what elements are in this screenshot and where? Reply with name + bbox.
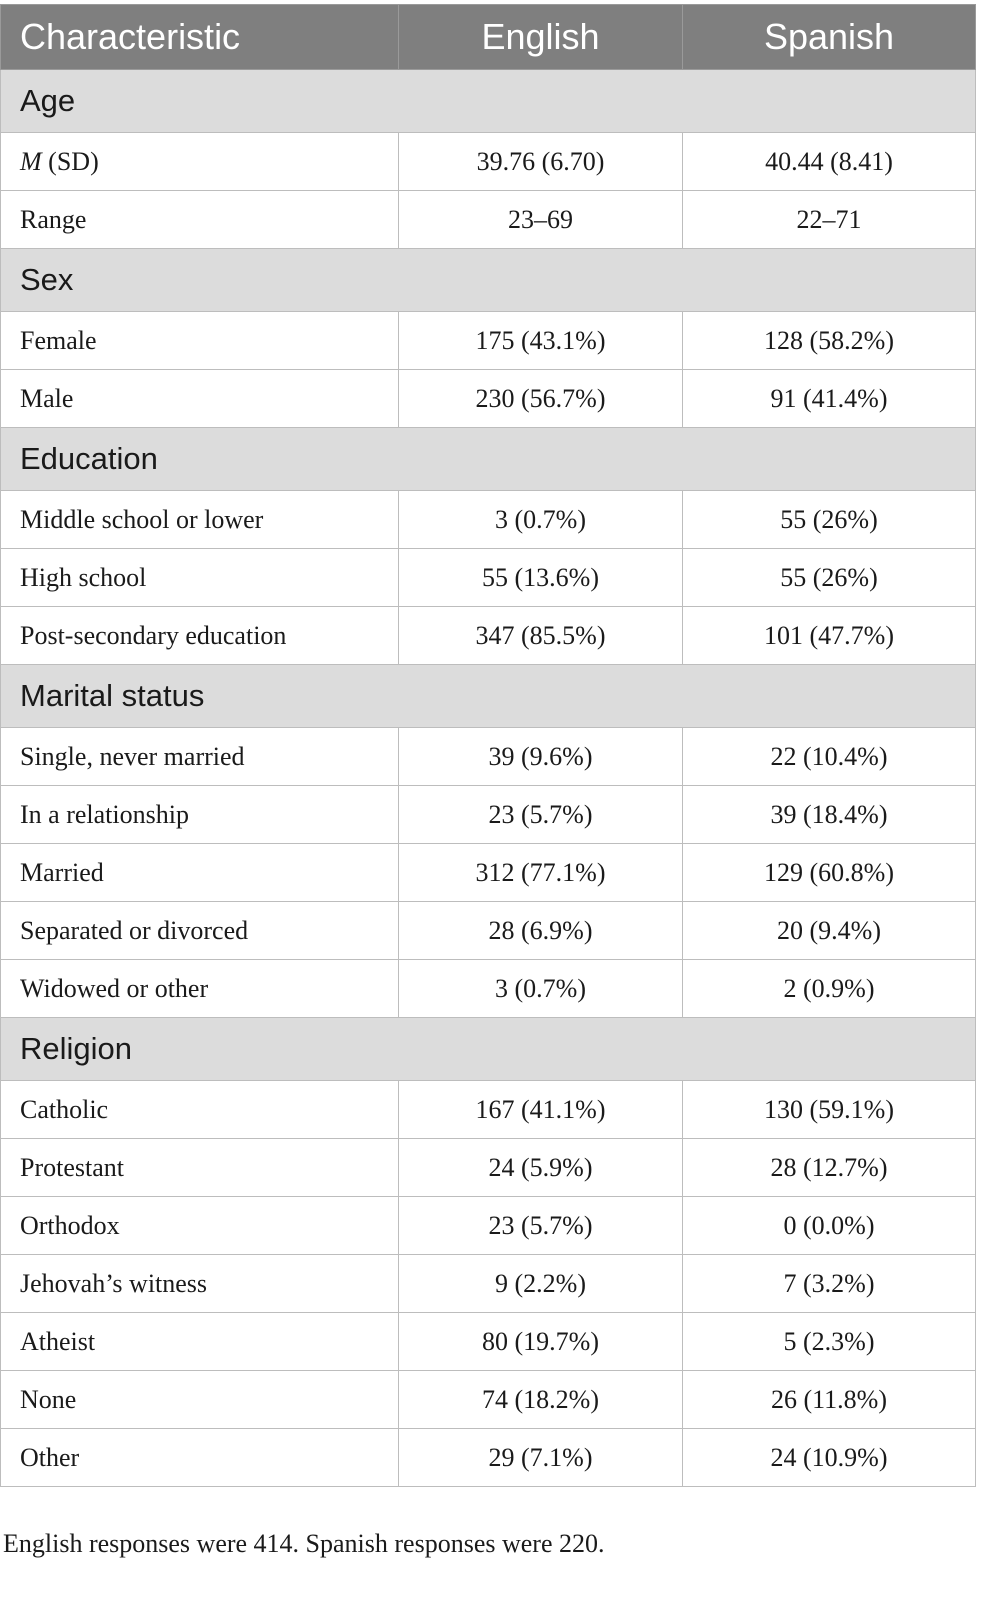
demographics-table: Characteristic English Spanish Age M (SD)… (0, 4, 976, 1487)
table-row: Male 230 (56.7%) 91 (41.4%) (0, 369, 976, 428)
spanish-value: 28 (12.7%) (682, 1138, 976, 1197)
header-english: English (398, 4, 683, 70)
row-label: None (0, 1370, 399, 1429)
table-row: Atheist 80 (19.7%) 5 (2.3%) (0, 1312, 976, 1371)
english-value: 23 (5.7%) (398, 785, 683, 844)
spanish-value: 128 (58.2%) (682, 311, 976, 370)
table-row: High school 55 (13.6%) 55 (26%) (0, 548, 976, 607)
section-row: Religion (0, 1017, 976, 1081)
table-row: Other 29 (7.1%) 24 (10.9%) (0, 1428, 976, 1487)
spanish-value: 39 (18.4%) (682, 785, 976, 844)
row-label: Middle school or lower (0, 490, 399, 549)
row-label: Protestant (0, 1138, 399, 1197)
row-label: Separated or divorced (0, 901, 399, 960)
spanish-value: 5 (2.3%) (682, 1312, 976, 1371)
row-label: In a relationship (0, 785, 399, 844)
english-value: 74 (18.2%) (398, 1370, 683, 1429)
table-row: Widowed or other 3 (0.7%) 2 (0.9%) (0, 959, 976, 1018)
spanish-value: 101 (47.7%) (682, 606, 976, 665)
row-label: Widowed or other (0, 959, 399, 1018)
english-value: 24 (5.9%) (398, 1138, 683, 1197)
spanish-value: 91 (41.4%) (682, 369, 976, 428)
english-value: 55 (13.6%) (398, 548, 683, 607)
row-label: Male (0, 369, 399, 428)
row-label: Female (0, 311, 399, 370)
english-value: 39 (9.6%) (398, 727, 683, 786)
table-row: Middle school or lower 3 (0.7%) 55 (26%) (0, 490, 976, 549)
header-spanish: Spanish (682, 4, 976, 70)
row-label: Range (0, 190, 399, 249)
spanish-value: 26 (11.8%) (682, 1370, 976, 1429)
english-value: 312 (77.1%) (398, 843, 683, 902)
english-value: 28 (6.9%) (398, 901, 683, 960)
row-label: High school (0, 548, 399, 607)
row-label: Single, never married (0, 727, 399, 786)
section-row: Marital status (0, 664, 976, 728)
spanish-value: 24 (10.9%) (682, 1428, 976, 1487)
row-label-text: (SD) (41, 146, 99, 176)
table-row: Orthodox 23 (5.7%) 0 (0.0%) (0, 1196, 976, 1255)
section-row: Age (0, 69, 976, 133)
table-footnote: English responses were 414. Spanish resp… (3, 1529, 605, 1558)
spanish-value: 55 (26%) (682, 548, 976, 607)
row-label: Other (0, 1428, 399, 1487)
table-row: Separated or divorced 28 (6.9%) 20 (9.4%) (0, 901, 976, 960)
table-row: Jehovah’s witness 9 (2.2%) 7 (3.2%) (0, 1254, 976, 1313)
table-row: M (SD) 39.76 (6.70) 40.44 (8.41) (0, 132, 976, 191)
header-characteristic: Characteristic (0, 4, 399, 70)
section-row: Education (0, 427, 976, 491)
english-value: 3 (0.7%) (398, 959, 683, 1018)
table-row: Range 23–69 22–71 (0, 190, 976, 249)
row-label: Post-secondary education (0, 606, 399, 665)
table-body: Age M (SD) 39.76 (6.70) 40.44 (8.41) Range 23… (0, 69, 976, 1487)
english-value: 39.76 (6.70) (398, 132, 683, 191)
english-value: 167 (41.1%) (398, 1080, 683, 1139)
english-value: 29 (7.1%) (398, 1428, 683, 1487)
section-row: Sex (0, 248, 976, 312)
english-value: 3 (0.7%) (398, 490, 683, 549)
table-row: Post-secondary education 347 (85.5%) 101 (… (0, 606, 976, 665)
section-title: Sex (0, 248, 976, 312)
table-row: Protestant 24 (5.9%) 28 (12.7%) (0, 1138, 976, 1197)
spanish-value: 7 (3.2%) (682, 1254, 976, 1313)
row-label: Orthodox (0, 1196, 399, 1255)
spanish-value: 129 (60.8%) (682, 843, 976, 902)
row-label: Atheist (0, 1312, 399, 1371)
spanish-value: 2 (0.9%) (682, 959, 976, 1018)
table-row: In a relationship 23 (5.7%) 39 (18.4%) (0, 785, 976, 844)
table-row: None 74 (18.2%) 26 (11.8%) (0, 1370, 976, 1429)
row-label: Married (0, 843, 399, 902)
english-value: 23–69 (398, 190, 683, 249)
section-title: Education (0, 427, 976, 491)
spanish-value: 22 (10.4%) (682, 727, 976, 786)
row-label: Jehovah’s witness (0, 1254, 399, 1313)
section-title: Religion (0, 1017, 976, 1081)
row-label: M (SD) (0, 132, 399, 191)
english-value: 175 (43.1%) (398, 311, 683, 370)
english-value: 347 (85.5%) (398, 606, 683, 665)
table-header-row: Characteristic English Spanish (0, 4, 976, 70)
spanish-value: 0 (0.0%) (682, 1196, 976, 1255)
row-label-italic: M (20, 146, 42, 176)
demographics-table-container: Characteristic English Spanish Age M (SD)… (0, 4, 976, 1487)
english-value: 230 (56.7%) (398, 369, 683, 428)
spanish-value: 22–71 (682, 190, 976, 249)
table-row: Single, never married 39 (9.6%) 22 (10.4%) (0, 727, 976, 786)
spanish-value: 55 (26%) (682, 490, 976, 549)
spanish-value: 130 (59.1%) (682, 1080, 976, 1139)
table-row: Catholic 167 (41.1%) 130 (59.1%) (0, 1080, 976, 1139)
section-title: Age (0, 69, 976, 133)
spanish-value: 20 (9.4%) (682, 901, 976, 960)
table-row: Married 312 (77.1%) 129 (60.8%) (0, 843, 976, 902)
english-value: 23 (5.7%) (398, 1196, 683, 1255)
row-label: Catholic (0, 1080, 399, 1139)
spanish-value: 40.44 (8.41) (682, 132, 976, 191)
english-value: 80 (19.7%) (398, 1312, 683, 1371)
table-row: Female 175 (43.1%) 128 (58.2%) (0, 311, 976, 370)
section-title: Marital status (0, 664, 976, 728)
english-value: 9 (2.2%) (398, 1254, 683, 1313)
